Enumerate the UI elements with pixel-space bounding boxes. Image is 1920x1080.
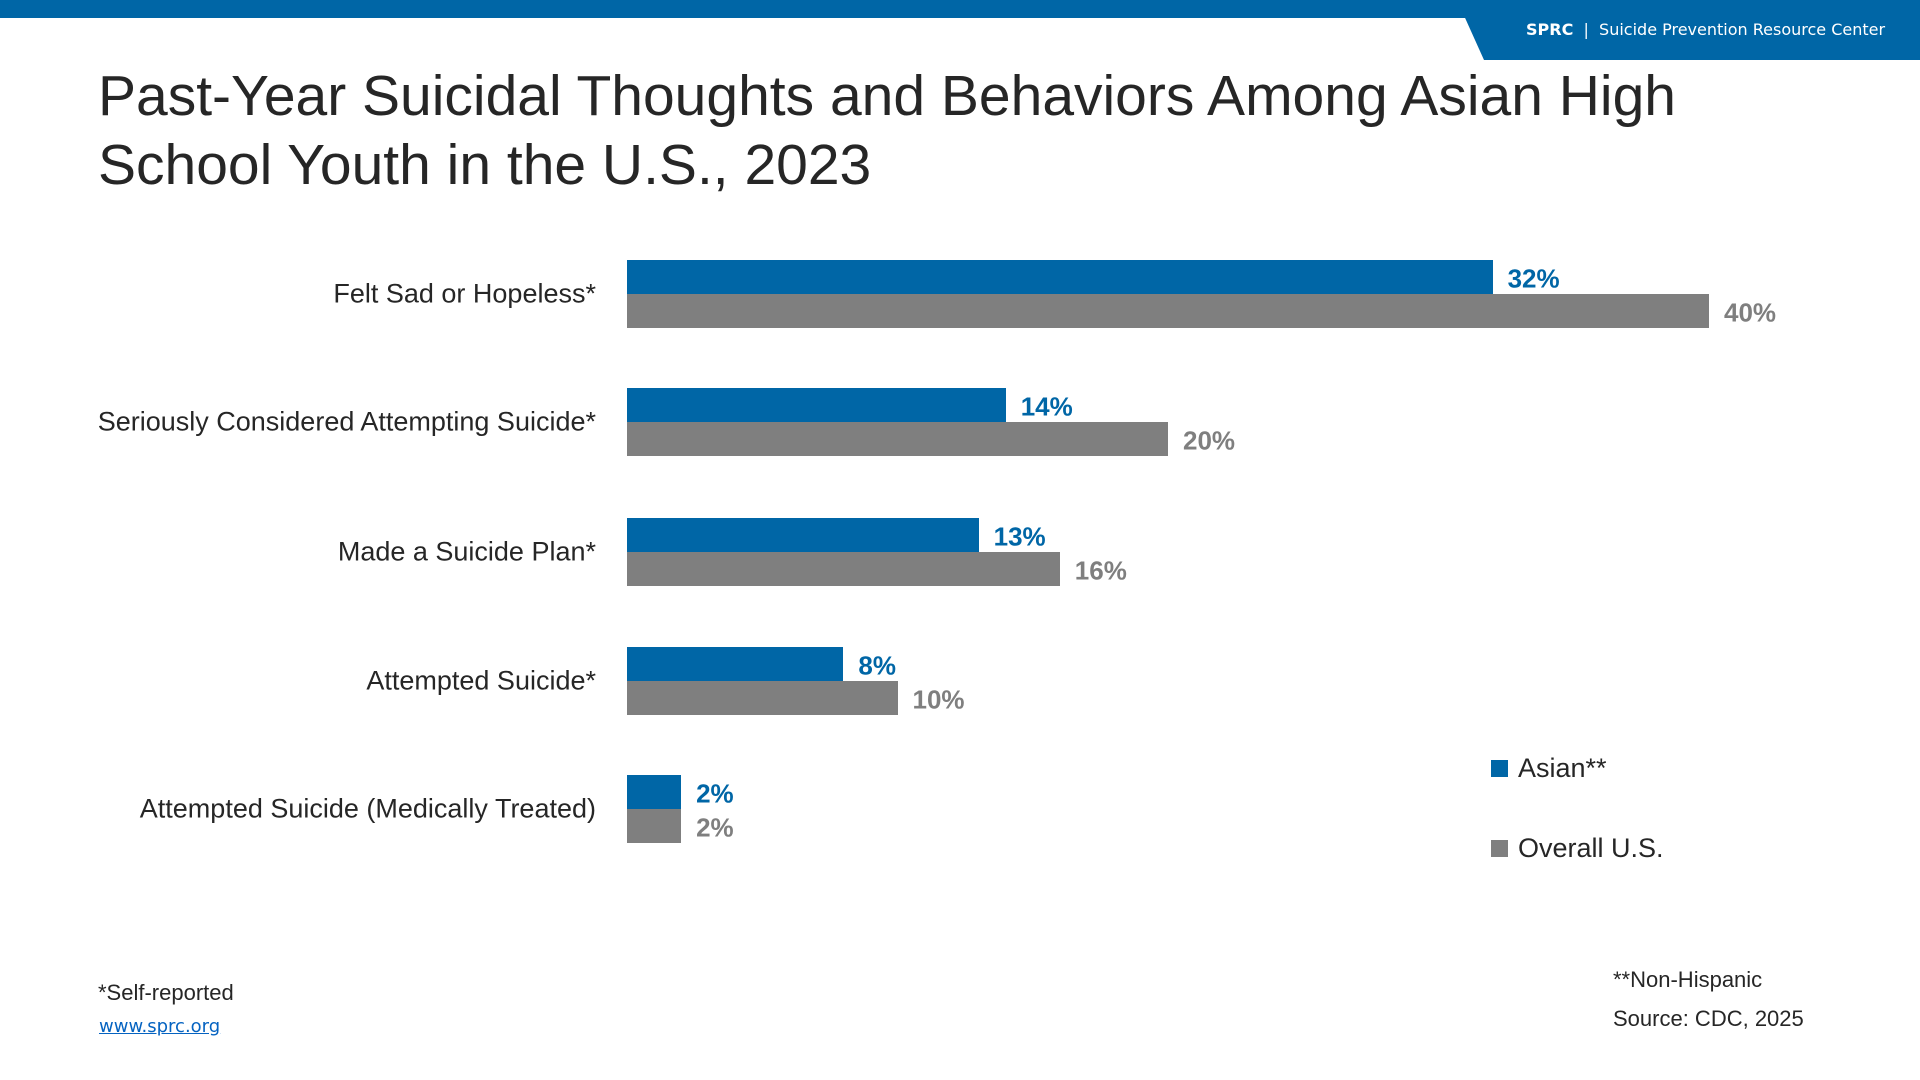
category-label: Felt Sad or Hopeless* (333, 278, 596, 309)
data-label: 13% (993, 521, 1046, 552)
bar-overall (627, 422, 1168, 456)
bar-overall (627, 552, 1060, 586)
legend-label: Overall U.S. (1518, 833, 1664, 863)
page-title: Past-Year Suicidal Thoughts and Behavior… (98, 64, 1676, 197)
legend-item-overall: Overall U.S. (1491, 833, 1664, 864)
bar-asian (627, 388, 1006, 422)
legend-swatch (1491, 840, 1508, 857)
data-label: 40% (1724, 297, 1777, 328)
bar-overall (627, 681, 898, 715)
bar-overall (627, 294, 1709, 328)
data-label: 16% (1074, 555, 1127, 586)
bar-asian (627, 260, 1493, 294)
legend-label: Asian** (1518, 753, 1607, 783)
org-name: SPRC | Suicide Prevention Resource Cente… (1526, 20, 1886, 39)
data-label: 2% (696, 778, 734, 809)
data-label: 10% (912, 684, 965, 715)
data-label: 8% (858, 650, 896, 681)
data-label: 2% (696, 812, 734, 843)
data-label: 14% (1020, 391, 1073, 422)
non-hispanic-note: **Non-Hispanic (1613, 967, 1763, 992)
data-label: 20% (1183, 425, 1236, 456)
legend-swatch (1491, 760, 1508, 777)
data-label: 32% (1507, 263, 1560, 294)
self-reported-note: *Self-reported (98, 980, 234, 1005)
website-link[interactable]: www.sprc.org (99, 1016, 221, 1037)
legend-item-asian: Asian** (1491, 753, 1607, 784)
category-label: Seriously Considered Attempting Suicide* (97, 406, 596, 437)
top-bar (0, 0, 1920, 18)
category-label: Made a Suicide Plan* (337, 536, 596, 567)
source-note: Source: CDC, 2025 (1613, 1006, 1804, 1031)
category-label: Attempted Suicide* (366, 665, 596, 696)
bar-asian (627, 775, 682, 809)
bar-asian (627, 518, 979, 552)
bar-asian (627, 647, 844, 681)
bar-overall (627, 809, 682, 843)
category-label: Attempted Suicide (Medically Treated) (139, 793, 596, 824)
header-tab: SPRC | Suicide Prevention Resource Cente… (1457, 0, 1920, 60)
